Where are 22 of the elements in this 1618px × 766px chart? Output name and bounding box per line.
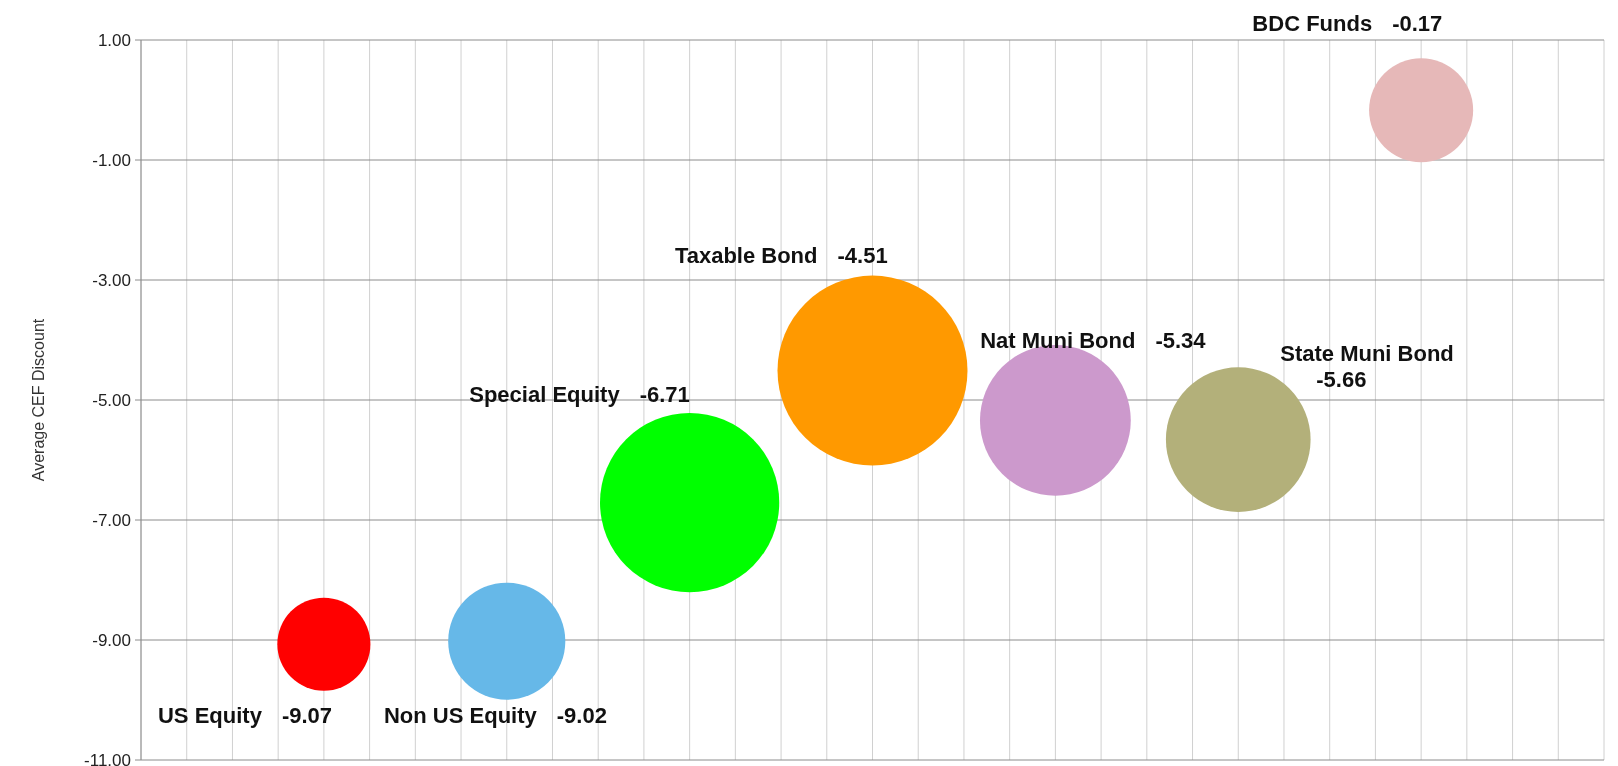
y-tick-label: -5.00 xyxy=(92,390,131,410)
data-label: -0.17 xyxy=(1392,10,1443,36)
series-label: Nat Muni Bond xyxy=(980,328,1136,354)
data-label: -5.66 xyxy=(1316,367,1367,393)
series-label: Non US Equity xyxy=(383,702,538,728)
series-label: BDC Funds xyxy=(1252,10,1373,36)
series-label: Taxable Bond xyxy=(674,243,818,269)
data-label: -9.07 xyxy=(281,702,333,728)
data-label: -9.02 xyxy=(556,702,607,728)
data-label: -6.71 xyxy=(639,382,690,408)
y-tick-label: 1.00 xyxy=(97,30,131,50)
y-tick-label: -3.00 xyxy=(92,270,131,290)
series-label: Special Equity xyxy=(469,382,621,408)
series-label: US Equity xyxy=(157,702,263,728)
data-label: -5.34 xyxy=(1155,328,1207,354)
y-tick-label: -1.00 xyxy=(92,150,131,170)
y-tick-label: -7.00 xyxy=(92,510,131,530)
y-axis-title: Average CEF Discount xyxy=(30,318,47,482)
data-label: -4.51 xyxy=(837,243,888,269)
series-label: State Muni Bond xyxy=(1280,341,1454,367)
y-tick-label: -9.00 xyxy=(92,630,131,650)
y-tick-label: -11.00 xyxy=(84,750,131,766)
